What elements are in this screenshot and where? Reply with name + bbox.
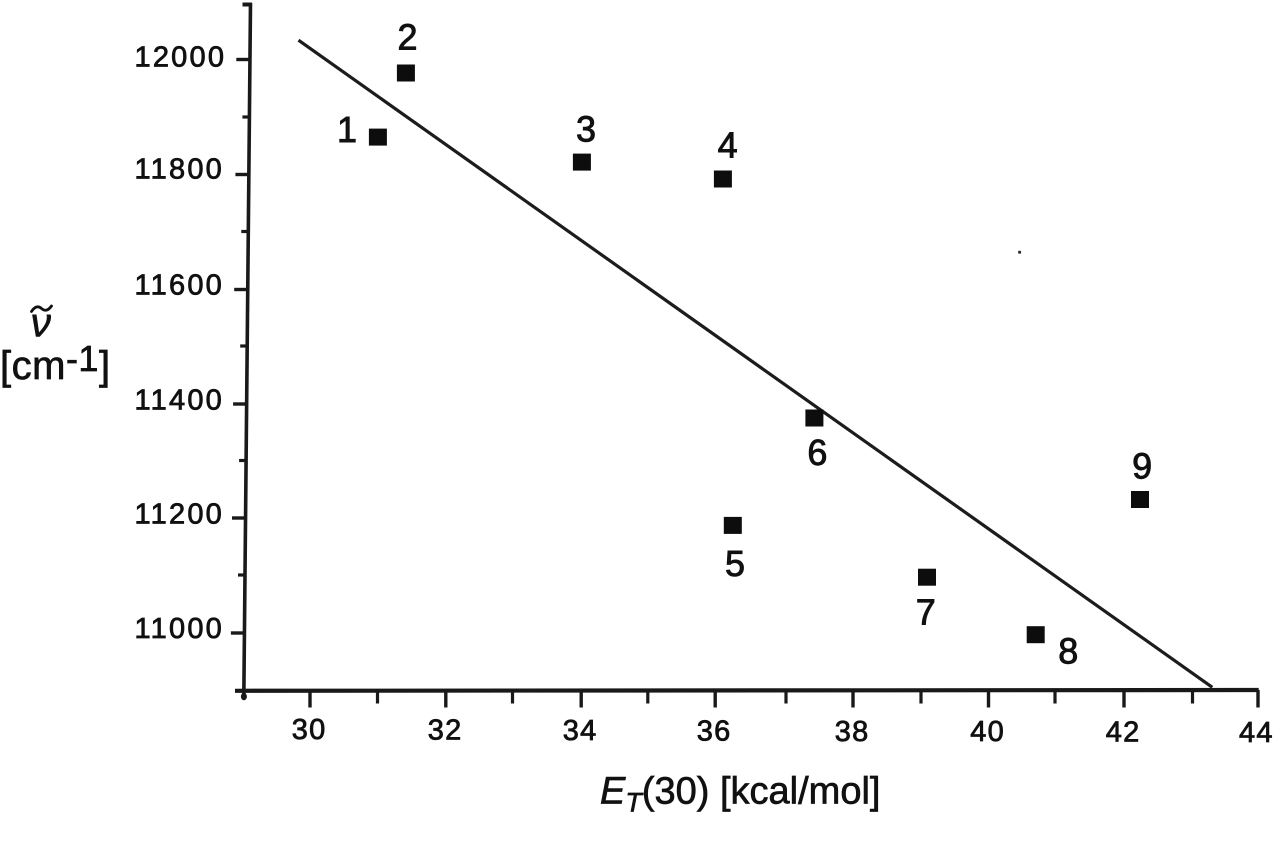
svg-text:11800: 11800 bbox=[135, 154, 225, 186]
svg-text:42: 42 bbox=[1106, 717, 1141, 749]
svg-text:38: 38 bbox=[835, 716, 870, 748]
svg-text:32: 32 bbox=[428, 714, 463, 746]
svg-text:9: 9 bbox=[1132, 445, 1152, 486]
svg-text:6: 6 bbox=[807, 432, 827, 473]
svg-text:36: 36 bbox=[697, 715, 732, 747]
svg-text:44: 44 bbox=[1239, 717, 1274, 749]
svg-text:11600: 11600 bbox=[135, 270, 225, 302]
svg-text:11400: 11400 bbox=[135, 385, 225, 417]
svg-text:5: 5 bbox=[725, 543, 745, 584]
svg-text:ET(30) [kcal/mol]: ET(30) [kcal/mol] bbox=[600, 771, 880, 818]
svg-text:30: 30 bbox=[292, 714, 327, 746]
svg-text:34: 34 bbox=[563, 715, 598, 747]
svg-text:11000: 11000 bbox=[135, 613, 225, 645]
svg-text:12000: 12000 bbox=[135, 42, 227, 74]
svg-text:[cm-1]: [cm-1] bbox=[0, 338, 111, 388]
svg-text:8: 8 bbox=[1058, 630, 1078, 671]
svg-text:4: 4 bbox=[718, 125, 738, 166]
svg-text:ν: ν bbox=[30, 299, 51, 345]
svg-text:2: 2 bbox=[397, 17, 417, 58]
svg-text:11200: 11200 bbox=[135, 499, 225, 531]
svg-text:3: 3 bbox=[576, 109, 596, 150]
svg-text:7: 7 bbox=[916, 592, 936, 633]
svg-text:40: 40 bbox=[970, 716, 1005, 748]
svg-text:1: 1 bbox=[337, 109, 357, 150]
